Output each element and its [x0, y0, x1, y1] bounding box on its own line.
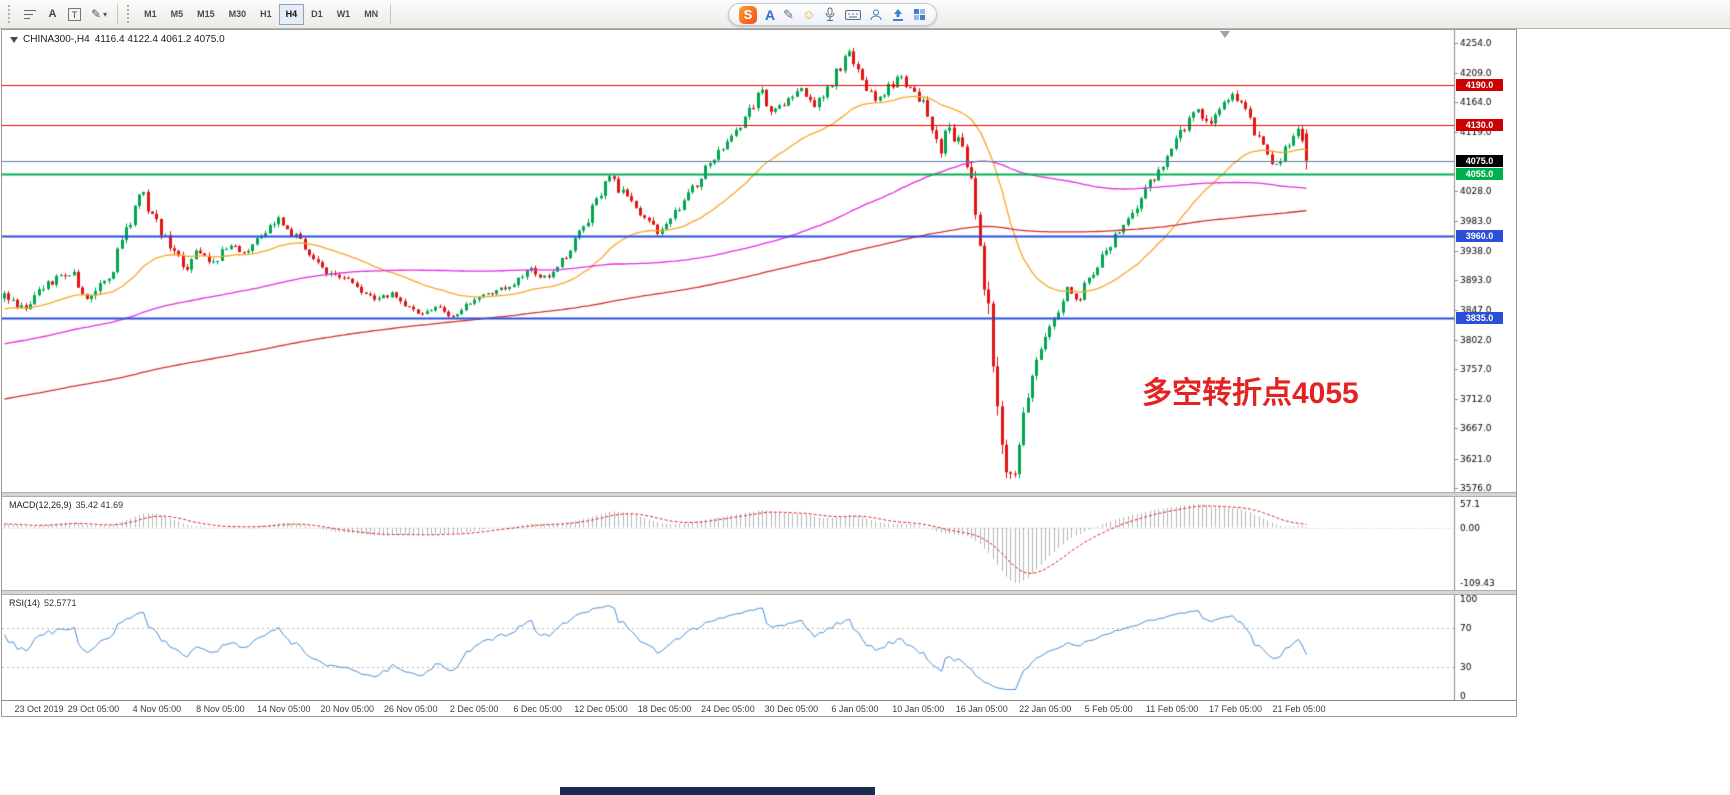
- time-axis-label: 23 Oct 2019: [14, 704, 64, 714]
- price-tag-4075: 4075.0: [1456, 155, 1503, 167]
- input-mode-icon[interactable]: A: [765, 6, 776, 23]
- time-axis-label: 6 Jan 05:00: [831, 704, 879, 714]
- time-axis-label: 12 Dec 05:00: [574, 704, 628, 714]
- time-axis-label: 26 Nov 05:00: [383, 704, 438, 714]
- text-tool-button[interactable]: A: [42, 4, 63, 25]
- price-tag-4130: 4130.0: [1456, 119, 1503, 131]
- panel-splitter[interactable]: [2, 590, 1516, 595]
- time-axis-label: 14 Nov 05:00: [257, 704, 311, 714]
- macd-panel: MACD(12,26,9) 35.42 41.69: [2, 497, 1516, 590]
- time-axis-label: 29 Oct 05:00: [67, 704, 120, 714]
- panel-splitter[interactable]: [2, 492, 1516, 497]
- macd-canvas[interactable]: [2, 497, 1516, 590]
- frame-tool-icon: T: [68, 7, 81, 21]
- time-axis-label: 24 Dec 05:00: [701, 704, 755, 714]
- timeframe-h1[interactable]: H1: [253, 4, 279, 25]
- toolbar-grip[interactable]: [127, 5, 133, 23]
- time-axis-label: 4 Nov 05:00: [132, 704, 182, 714]
- timeframe-m5[interactable]: M5: [164, 4, 191, 25]
- background-window-strip[interactable]: [560, 787, 875, 795]
- user-icon[interactable]: [869, 8, 883, 22]
- mic-icon[interactable]: [823, 7, 837, 22]
- time-axis-label: 6 Dec 05:00: [513, 704, 562, 714]
- pen-icon[interactable]: ✎: [783, 6, 795, 22]
- time-axis-label: 21 Feb 05:00: [1272, 704, 1326, 714]
- grid-icon[interactable]: [913, 8, 926, 21]
- draw-tools-dropdown[interactable]: ✎ ▾: [86, 4, 112, 25]
- line-tools-icon: [24, 10, 36, 19]
- price-tag-3835: 3835.0: [1456, 312, 1503, 324]
- main-chart-panel: CHINA300-,H4 4116.4 4122.4 4061.2 4075.0…: [2, 30, 1516, 492]
- time-axis-label: 10 Jan 05:00: [892, 704, 945, 714]
- time-axis-label: 2 Dec 05:00: [449, 704, 499, 714]
- macd-values: 35.42 41.69: [75, 500, 124, 510]
- chart-shift-marker[interactable]: [1220, 31, 1230, 38]
- timeframe-h4[interactable]: H4: [278, 3, 305, 25]
- toolbar-grip[interactable]: [8, 5, 14, 23]
- time-axis-label: 5 Feb 05:00: [1084, 704, 1133, 714]
- time-axis-label: 11 Feb 05:00: [1145, 704, 1199, 714]
- symbol-timeframe-label: CHINA300-,H4: [23, 34, 90, 45]
- text-tool-icon: A: [48, 8, 57, 20]
- rsi-canvas[interactable]: [2, 595, 1516, 700]
- frame-tool-button[interactable]: T: [63, 4, 86, 25]
- price-tag-3960: 3960.0: [1456, 230, 1503, 242]
- ohlc-readout: 4116.4 4122.4 4061.2 4075.0: [94, 34, 225, 45]
- keyboard-icon[interactable]: [845, 9, 862, 21]
- time-axis-label: 22 Jan 05:00: [1019, 704, 1072, 714]
- smiley-icon[interactable]: ☺: [802, 6, 816, 22]
- chart-title: CHINA300-,H4 4116.4 4122.4 4061.2 4075.0: [10, 34, 225, 45]
- time-axis-label: 8 Nov 05:00: [196, 704, 245, 714]
- toolbar-separator: [390, 4, 392, 24]
- chart-annotation-text[interactable]: 多空转折点4055: [1142, 377, 1359, 410]
- toolbar-separator: [117, 4, 119, 24]
- one-click-trading-arrow[interactable]: [10, 36, 18, 43]
- chart-window: CHINA300-,H4 4116.4 4122.4 4061.2 4075.0…: [1, 29, 1517, 717]
- rsi-values: 52.5771: [44, 598, 77, 608]
- time-axis: 23 Oct 2019 29 Oct 05:00 4 Nov 05:00 8 Nov …: [2, 700, 1516, 716]
- timeframe-mn[interactable]: MN: [357, 4, 385, 25]
- ime-toolbar: S A ✎ ☺: [728, 3, 938, 26]
- rsi-label: RSI(14) 52.5771: [9, 598, 77, 608]
- sogou-logo-icon[interactable]: S: [739, 5, 757, 24]
- time-axis-label: 17 Feb 05:00: [1209, 704, 1263, 714]
- upload-icon[interactable]: [891, 8, 905, 22]
- timeframe-d1[interactable]: D1: [304, 4, 330, 25]
- timeframe-w1[interactable]: W1: [330, 4, 358, 25]
- pencil-icon: ✎: [91, 7, 102, 21]
- rsi-panel: RSI(14) 52.5771: [2, 595, 1516, 700]
- timeframe-m15[interactable]: M15: [190, 4, 222, 25]
- timeframe-m1[interactable]: M1: [137, 4, 164, 25]
- time-axis-label: 20 Nov 05:00: [320, 704, 375, 714]
- time-axis-label: 16 Jan 05:00: [955, 704, 1008, 714]
- time-axis-label: 18 Dec 05:00: [637, 704, 692, 714]
- chevron-down-icon: ▾: [103, 9, 108, 19]
- macd-label: MACD(12,26,9) 35.42 41.69: [9, 500, 124, 510]
- price-tag-4190: 4190.0: [1456, 79, 1503, 91]
- price-tag-4055: 4055.0: [1456, 168, 1503, 180]
- line-tools-button[interactable]: [18, 4, 42, 25]
- time-axis-label: 30 Dec 05:00: [764, 704, 819, 714]
- timeframe-m30[interactable]: M30: [222, 4, 254, 25]
- main-chart-canvas[interactable]: [2, 30, 1516, 492]
